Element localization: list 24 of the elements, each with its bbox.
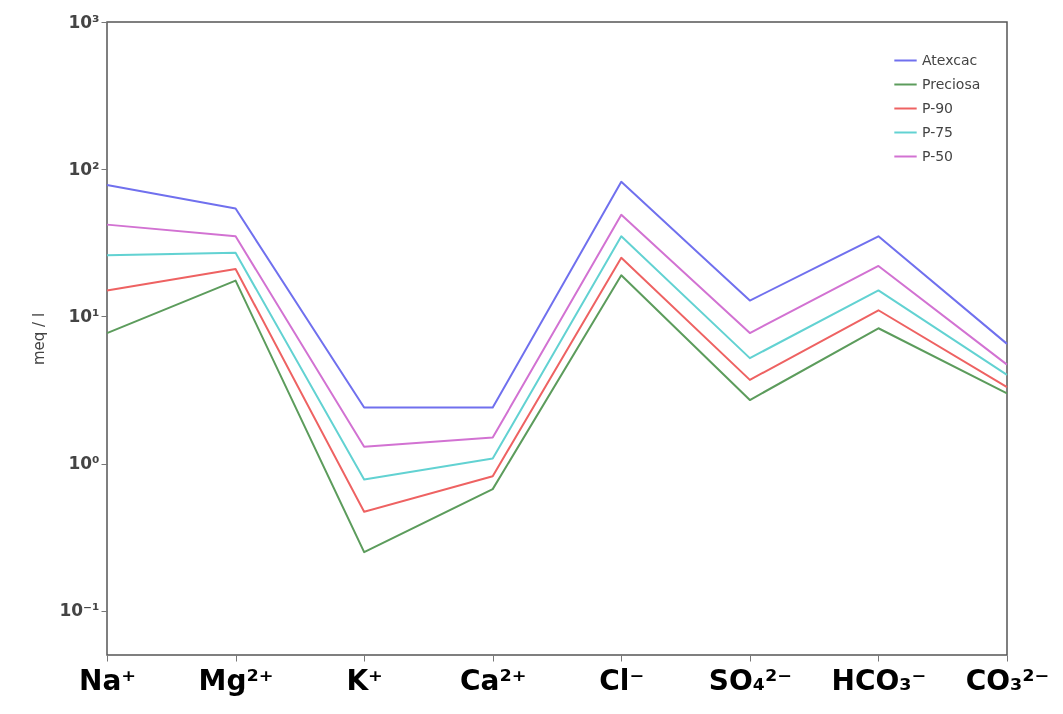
y-tick-label: 10²	[68, 158, 100, 179]
y-tick-label: 10³	[68, 11, 100, 32]
x-tick-label: Mg²⁺	[198, 663, 274, 697]
x-tick-label: K⁺	[346, 663, 383, 697]
x-tick-label: Cl⁻	[599, 663, 645, 697]
line-series	[106, 274, 1008, 554]
y-tick-label: 10¹	[68, 305, 100, 326]
legend-label: P-90	[922, 99, 954, 116]
x-tick-label: SO₄²⁻	[708, 663, 792, 697]
line-series	[106, 256, 1008, 513]
x-tick-label: Ca²⁺	[459, 663, 527, 697]
line-series	[106, 235, 1008, 481]
legend-label: Preciosa	[922, 75, 981, 92]
line-series	[106, 213, 1008, 448]
x-tick-label: HCO₃⁻	[831, 663, 927, 697]
x-tick-label: CO₃²⁻	[965, 663, 1050, 697]
legend-label: Atexcac	[922, 51, 978, 68]
y-tick-label: 10⁰	[68, 453, 100, 474]
y-tick-label: 10⁻¹	[59, 600, 100, 621]
line-series	[106, 180, 1008, 409]
x-tick-label: Na⁺	[78, 663, 137, 697]
legend-label: P-75	[922, 123, 954, 140]
y-axis-title: meq / l	[30, 312, 49, 366]
legend-label: P-50	[922, 147, 954, 164]
